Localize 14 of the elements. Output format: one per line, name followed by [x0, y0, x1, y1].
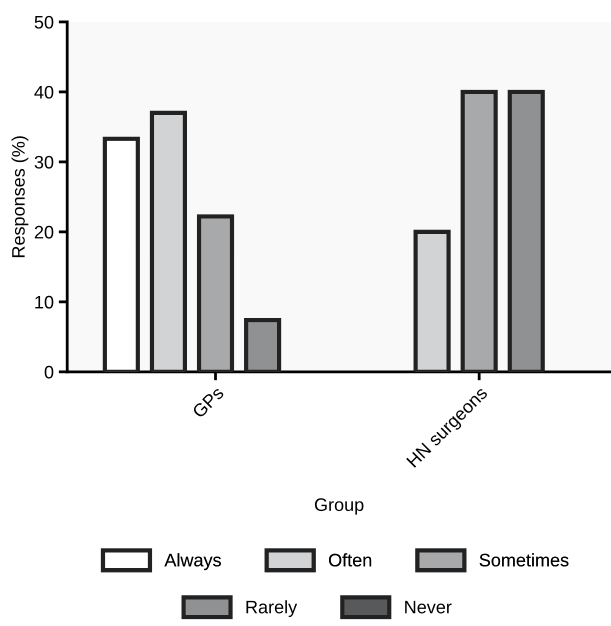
- y-tick-label: 10: [35, 296, 54, 309]
- legend-label: Never: [405, 600, 452, 614]
- y-tick-label: 50: [34, 16, 54, 29]
- y-tick-label: 0: [44, 366, 54, 379]
- legend-label: Always: [164, 553, 221, 570]
- x-tick-label: GPs: [192, 386, 224, 419]
- y-tick-label: 30: [34, 156, 54, 169]
- y-tick-label: 40: [34, 86, 54, 99]
- legend-label: Often: [328, 553, 372, 566]
- y-tick-label: 20: [34, 226, 54, 239]
- x-axis-title: Group: [314, 498, 364, 515]
- legend-label: Sometimes: [480, 553, 568, 566]
- y-axis-title: Responses (%): [12, 136, 28, 258]
- legend-label: Rarely: [246, 600, 298, 618]
